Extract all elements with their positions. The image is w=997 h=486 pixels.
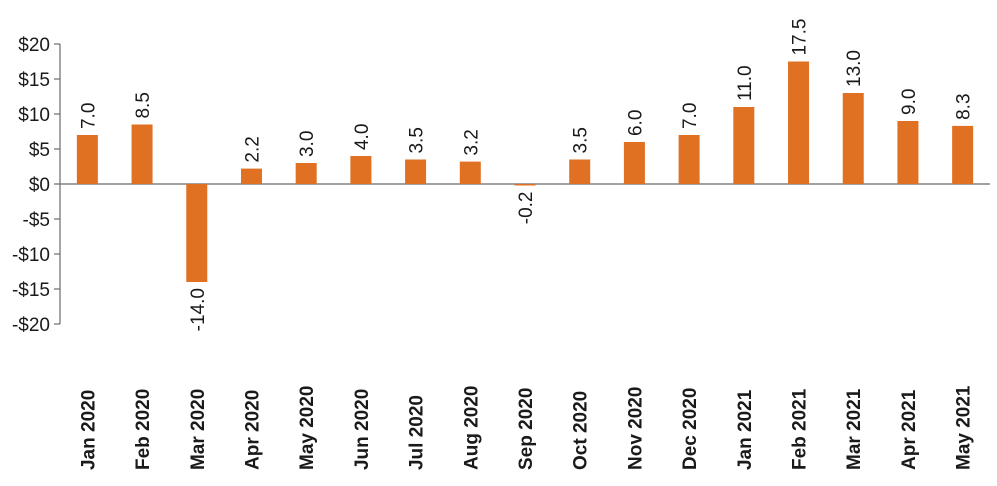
y-tick-label: $10 [18,105,50,126]
data-label: 2.2 [242,136,263,162]
data-label: -14.0 [188,288,209,331]
x-tick-label: Feb 2020 [133,389,154,470]
x-tick-label: Aug 2020 [461,386,482,470]
y-tick-label: -$5 [23,210,50,231]
bars [76,61,974,282]
bar [897,121,919,184]
data-label: 8.3 [954,93,975,119]
x-axis-labels: Jan 2020 Feb 2020 Mar 2020 Apr 2020 May 2020… [78,385,974,470]
x-tick-label: Jun 2020 [352,389,373,470]
data-label: 3.5 [571,127,592,153]
data-label: 3.2 [461,129,482,155]
data-label: 7.0 [78,103,99,129]
data-label: 3.0 [297,131,318,157]
bar [350,156,372,184]
bar [514,184,536,186]
x-tick-label: Oct 2020 [571,391,592,470]
bar [842,93,864,184]
x-tick-label: Jan 2020 [78,390,99,470]
y-tick-label: -$20 [12,315,50,336]
bar [76,135,98,184]
x-tick-label: May 2020 [297,385,318,470]
x-tick-label: Nov 2020 [625,387,646,470]
x-tick-label: Apr 2020 [242,390,263,470]
y-axis: $20 $15 $10 $5 $0 -$5 -$10 -$15 -$20 [12,35,990,336]
bar [569,159,591,184]
bar [240,168,262,184]
data-label: 8.5 [133,92,154,118]
y-tick-label: -$15 [12,280,50,301]
x-tick-label: Dec 2020 [680,388,701,470]
x-tick-label: Apr 2021 [899,389,920,470]
data-label: 4.0 [352,124,373,150]
data-label: 11.0 [735,65,756,101]
x-tick-label: Mar 2021 [844,388,865,470]
x-tick-label: Sep 2020 [516,388,537,470]
y-tick-label: $5 [29,140,50,161]
bar [295,163,317,184]
x-tick-label: Jul 2020 [407,395,428,470]
bar [623,142,645,184]
data-label: 7.0 [680,103,701,129]
y-tick-label: -$10 [12,245,50,266]
bar [459,161,481,184]
data-labels: 7.0 8.5 -14.0 2.2 3.0 4.0 3.5 3.2 -0.2 3.5 6.0 7.0 1… [78,19,974,332]
bar [952,125,974,184]
bar [131,124,153,184]
bar [405,159,427,184]
bar [678,135,700,184]
x-tick-label: Jan 2021 [735,389,756,470]
bar [733,107,755,184]
bar [788,61,810,184]
data-label: 13.0 [844,50,865,87]
y-tick-label: $15 [18,70,50,91]
data-label: 6.0 [625,110,646,136]
x-tick-label: Feb 2021 [790,388,811,470]
data-label: 3.5 [407,127,428,153]
x-tick-label: May 2021 [954,385,975,470]
data-label: 17.5 [790,19,811,56]
data-label: 9.0 [899,89,920,115]
y-tick-label: $20 [18,35,50,56]
bar [186,184,208,282]
y-tick-label: $0 [29,175,50,196]
x-tick-label: Mar 2020 [188,389,209,470]
data-label: -0.2 [516,192,537,225]
